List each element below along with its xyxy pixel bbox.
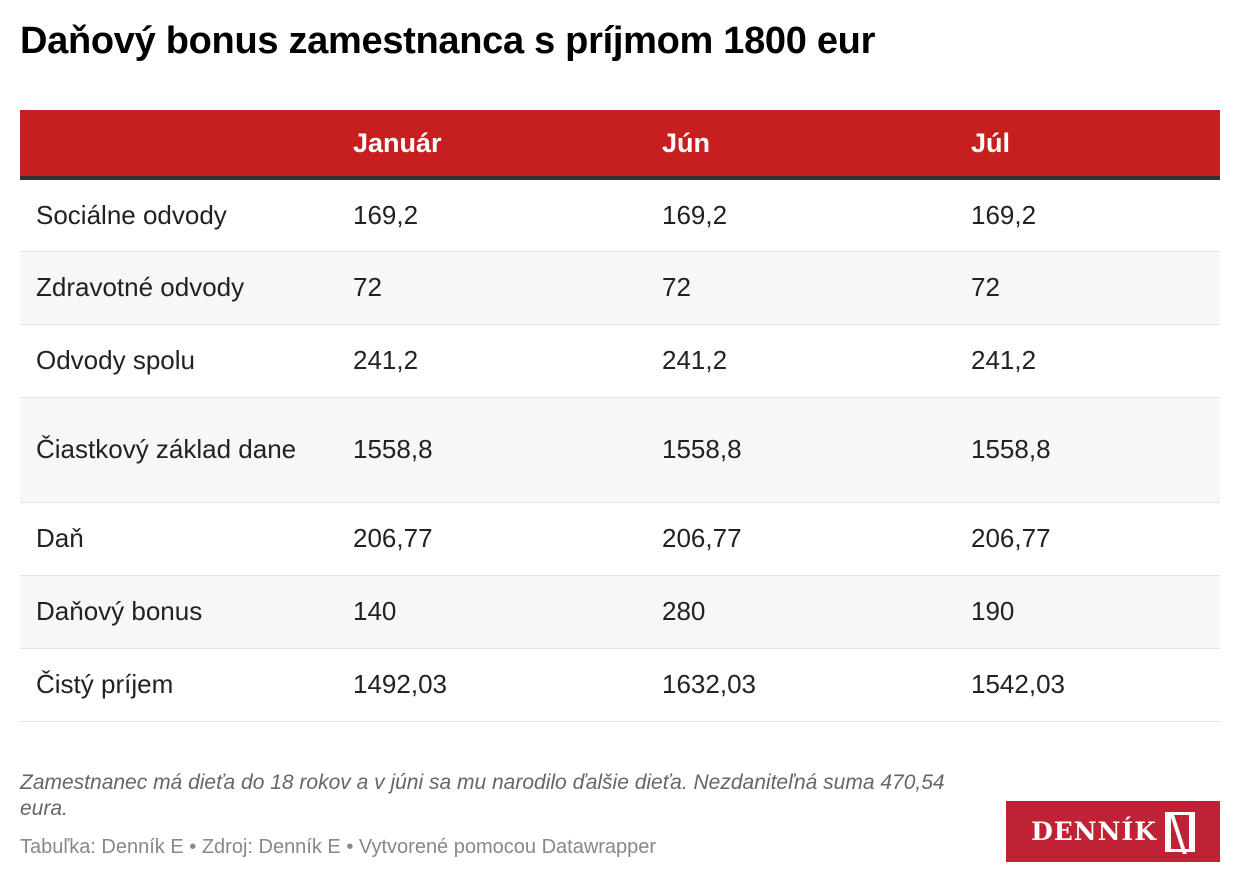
row-label: Daň: [20, 502, 353, 576]
table-header: Január Jún Júl: [20, 110, 1220, 180]
cell-value: 72: [971, 251, 1220, 325]
cell-value: 241,2: [662, 324, 971, 398]
cell-value: 1558,8: [353, 397, 662, 503]
logo-text: DENNÍK: [1031, 817, 1157, 846]
row-label: Daňový bonus: [20, 575, 353, 649]
source-line: Tabuľka: Denník E • Zdroj: Denník E • Vy…: [20, 836, 657, 858]
row-label: Odvody spolu: [20, 324, 353, 398]
column-header-jun: Jún: [662, 110, 971, 180]
table-row: Čiastkový základ dane 1558,8 1558,8 1558,8: [20, 397, 1220, 503]
cell-value: 241,2: [971, 324, 1220, 398]
column-header: [20, 110, 353, 180]
table-row: Odvody spolu 241,2 241,2 241,2: [20, 324, 1220, 398]
table-row: Sociálne odvody 169,2 169,2 169,2: [20, 178, 1220, 252]
cell-value: 206,77: [971, 502, 1220, 576]
cell-value: 1542,03: [971, 648, 1220, 722]
cell-value: 1492,03: [353, 648, 662, 722]
row-label: Zdravotné odvody: [20, 251, 353, 325]
table-row: Daňový bonus 140 280 190: [20, 575, 1220, 649]
cell-value: 72: [662, 251, 971, 325]
data-table: Január Jún Júl Sociálne odvody 169,2 169,2…: [20, 110, 1220, 722]
dennik-n-logo: DENNÍK: [1006, 801, 1220, 862]
row-label: Čiastkový základ dane: [20, 397, 353, 503]
row-label: Čistý príjem: [20, 648, 353, 722]
cell-value: 280: [662, 575, 971, 649]
cell-value: 72: [353, 251, 662, 325]
cell-value: 169,2: [353, 178, 662, 252]
page-title: Daňový bonus zamestnanca s príjmom 1800 …: [20, 20, 876, 62]
cell-value: 1558,8: [662, 397, 971, 503]
logo-n-icon: [1164, 811, 1195, 852]
table-row: Daň 206,77 206,77 206,77: [20, 502, 1220, 576]
cell-value: 140: [353, 575, 662, 649]
table-note: Zamestnanec má dieťa do 18 rokov a v jún…: [20, 771, 945, 820]
column-header-januar: Január: [353, 110, 662, 180]
table-row: Čistý príjem 1492,03 1632,03 1542,03: [20, 648, 1220, 722]
table-row: Zdravotné odvody 72 72 72: [20, 251, 1220, 325]
column-header-jul: Júl: [971, 110, 1220, 180]
cell-value: 206,77: [353, 502, 662, 576]
cell-value: 241,2: [353, 324, 662, 398]
cell-value: 169,2: [662, 178, 971, 252]
cell-value: 1558,8: [971, 397, 1220, 503]
row-label: Sociálne odvody: [20, 178, 353, 252]
cell-value: 190: [971, 575, 1220, 649]
cell-value: 1632,03: [662, 648, 971, 722]
cell-value: 206,77: [662, 502, 971, 576]
cell-value: 169,2: [971, 178, 1220, 252]
